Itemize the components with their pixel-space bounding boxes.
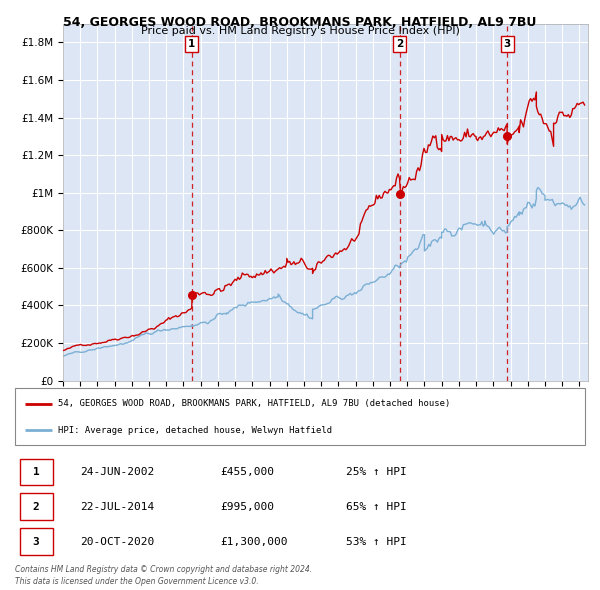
- FancyBboxPatch shape: [20, 493, 53, 520]
- Text: 65% ↑ HPI: 65% ↑ HPI: [346, 502, 406, 512]
- Text: 1: 1: [188, 40, 196, 50]
- Text: £995,000: £995,000: [220, 502, 274, 512]
- Text: 54, GEORGES WOOD ROAD, BROOKMANS PARK, HATFIELD, AL9 7BU (detached house): 54, GEORGES WOOD ROAD, BROOKMANS PARK, H…: [58, 399, 450, 408]
- Text: HPI: Average price, detached house, Welwyn Hatfield: HPI: Average price, detached house, Welw…: [58, 426, 332, 435]
- FancyBboxPatch shape: [20, 458, 53, 486]
- Text: 2: 2: [396, 40, 403, 50]
- Text: Contains HM Land Registry data © Crown copyright and database right 2024.: Contains HM Land Registry data © Crown c…: [15, 565, 312, 574]
- Text: Price paid vs. HM Land Registry's House Price Index (HPI): Price paid vs. HM Land Registry's House …: [140, 26, 460, 36]
- Text: 1: 1: [33, 467, 40, 477]
- Text: 22-JUL-2014: 22-JUL-2014: [80, 502, 155, 512]
- Text: £455,000: £455,000: [220, 467, 274, 477]
- Text: 25% ↑ HPI: 25% ↑ HPI: [346, 467, 406, 477]
- Text: 3: 3: [503, 40, 511, 50]
- Text: 24-JUN-2002: 24-JUN-2002: [80, 467, 155, 477]
- Text: 54, GEORGES WOOD ROAD, BROOKMANS PARK, HATFIELD, AL9 7BU: 54, GEORGES WOOD ROAD, BROOKMANS PARK, H…: [64, 16, 536, 29]
- Text: 53% ↑ HPI: 53% ↑ HPI: [346, 536, 406, 546]
- Text: £1,300,000: £1,300,000: [220, 536, 288, 546]
- FancyBboxPatch shape: [15, 388, 585, 445]
- Text: 3: 3: [33, 536, 40, 546]
- Text: 20-OCT-2020: 20-OCT-2020: [80, 536, 155, 546]
- Text: 2: 2: [33, 502, 40, 512]
- Text: This data is licensed under the Open Government Licence v3.0.: This data is licensed under the Open Gov…: [15, 577, 259, 586]
- FancyBboxPatch shape: [20, 528, 53, 555]
